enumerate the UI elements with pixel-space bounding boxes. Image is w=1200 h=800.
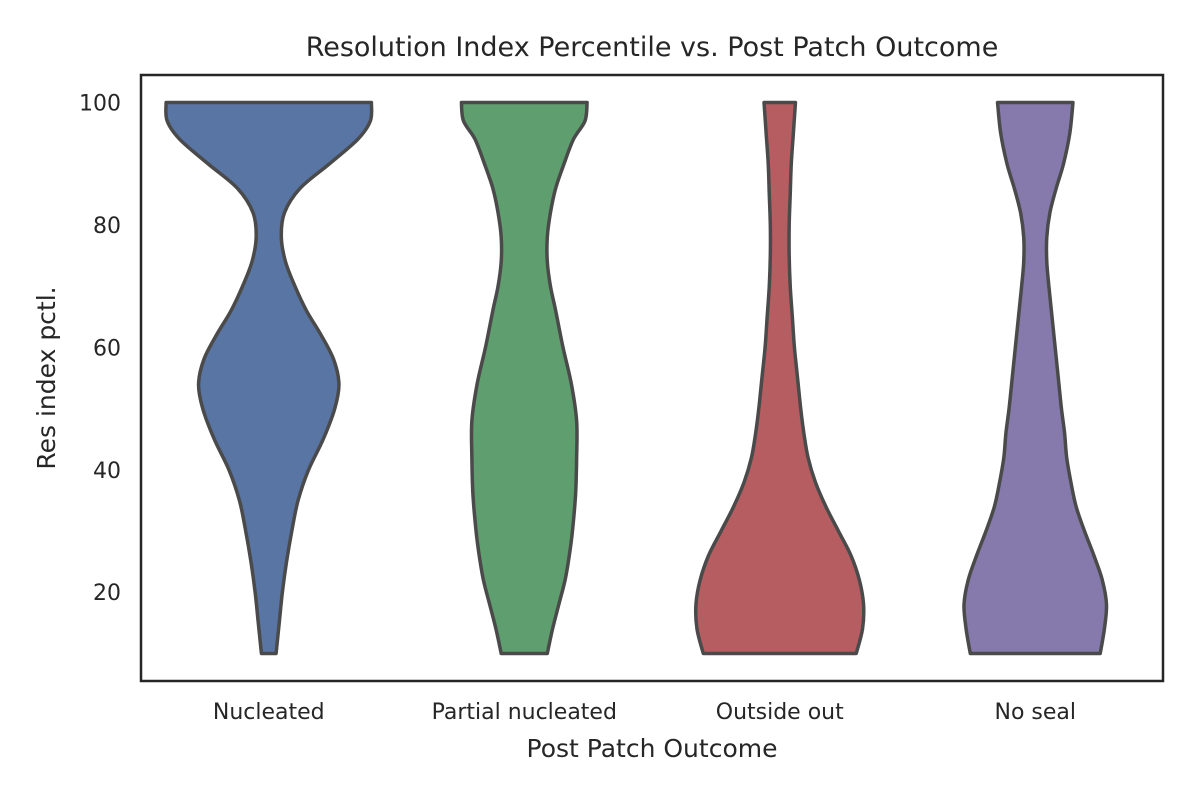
y-tick-labels: 20 40 60 80 100 bbox=[79, 92, 121, 607]
x-tick-label: No seal bbox=[994, 700, 1076, 725]
x-axis-label: Post Patch Outcome bbox=[527, 734, 778, 763]
y-axis-label: Res index pctl. bbox=[32, 286, 61, 469]
y-tick-label: 60 bbox=[93, 336, 121, 361]
y-tick-label: 40 bbox=[93, 459, 121, 484]
violin-partial-nucleated bbox=[459, 100, 589, 656]
y-tick-label: 20 bbox=[93, 581, 121, 606]
plot-frame bbox=[139, 73, 1165, 683]
violin-nucleated bbox=[164, 100, 374, 656]
y-tick-label: 100 bbox=[79, 92, 121, 117]
violin-outside-out bbox=[693, 100, 866, 656]
violin-no-seal bbox=[962, 100, 1109, 656]
chart-title: Resolution Index Percentile vs. Post Pat… bbox=[306, 32, 999, 63]
x-tick-labels: Nucleated Partial nucleated Outside out No … bbox=[213, 700, 1076, 725]
y-tick-label: 80 bbox=[93, 214, 121, 239]
x-tick-label: Partial nucleated bbox=[432, 700, 617, 725]
x-tick-label: Nucleated bbox=[213, 700, 325, 725]
violins-layer bbox=[164, 100, 1109, 656]
x-tick-label: Outside out bbox=[716, 700, 844, 725]
